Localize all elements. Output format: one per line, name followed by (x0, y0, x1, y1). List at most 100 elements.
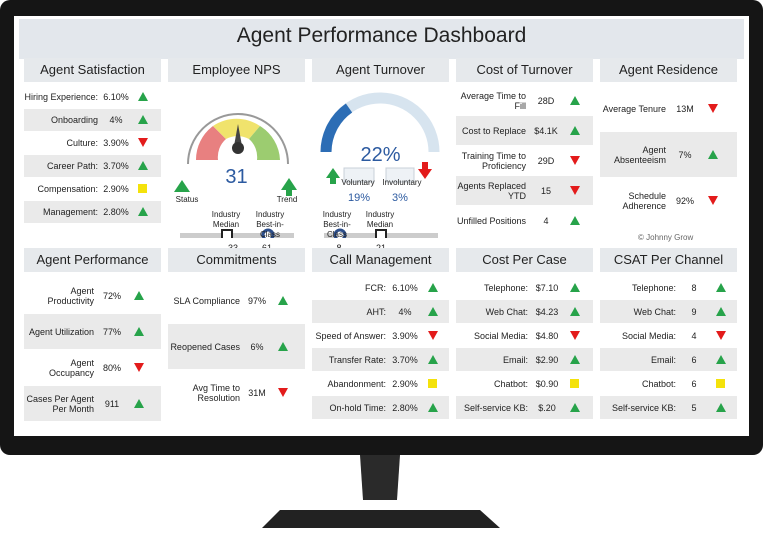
voluntary-arrow-stem (330, 178, 336, 184)
panel-title: Call Management (312, 248, 449, 272)
metric-row: Telephone: $7.10 (456, 276, 593, 299)
metric-label: Social Media: (621, 330, 676, 341)
metric-value: 4% (398, 306, 412, 317)
median-label: Industry Median (211, 210, 241, 229)
metric-value: 4 (543, 215, 549, 226)
metric-value: 2.80% (392, 402, 418, 413)
median-label: Industry Median (365, 210, 395, 229)
metric-label: Reopened Cases (170, 341, 240, 352)
trend-indicator (428, 306, 440, 317)
metric-row: FCR: 6.10% (312, 276, 449, 299)
trend-down-icon (428, 330, 438, 340)
best-label: Industry Best-in-Class (322, 210, 352, 239)
trend-indicator (278, 341, 290, 352)
gauge-fill (320, 103, 353, 153)
metric-row: Schedule Adherence 92% (600, 178, 737, 223)
metric-row: Agent Productivity 72% (24, 278, 161, 313)
trend-up-icon (138, 207, 148, 216)
metric-value: 6.10% (392, 282, 418, 293)
metric-value: 6.10% (103, 92, 129, 102)
metric-row: Cases Per Agent Per Month 911 (24, 386, 161, 421)
metric-value: 7% (678, 149, 692, 160)
dashboard-title: Agent Performance Dashboard (236, 24, 527, 47)
metric-row: Career Path: 3.70% (24, 155, 161, 177)
turnover-value: 22% (360, 144, 401, 166)
metric-value: $4.80 (535, 330, 559, 341)
nps-value: 31 (225, 166, 248, 188)
metric-label: Speed of Answer: (315, 330, 386, 341)
trend-up-icon (716, 282, 726, 292)
monitor-frame: Agent Performance Dashboard Agent Satisf… (0, 0, 763, 455)
best-label: Industry Best-in-Class (255, 210, 285, 239)
metric-label: Career Path: (46, 161, 98, 171)
panel-title: Agent Performance (24, 248, 161, 272)
trend-up-icon (570, 95, 580, 105)
metric-label: Agents Replaced YTD (457, 180, 526, 201)
voluntary-value: 19% (347, 192, 371, 204)
trend-up-icon (138, 115, 148, 124)
median-marker (221, 229, 233, 238)
metric-row: Chatbot: 6 (600, 372, 737, 395)
trend-indicator (570, 282, 582, 293)
metric-label: Culture: (66, 138, 98, 148)
trend-indicator (428, 378, 440, 389)
gauge-green-zone (249, 126, 280, 160)
status-label: Status (175, 195, 199, 204)
involuntary-label: Involuntary (382, 178, 422, 187)
panel-cost-of-turnover: Cost of Turnover Average Time to Fill 28D… (456, 58, 593, 238)
trend-up-icon (278, 295, 288, 305)
metric-label: Chatbot: (641, 378, 676, 389)
metric-row: Average Time to Fill 28D (456, 86, 593, 115)
trend-indicator (570, 215, 582, 226)
metric-label: Average Tenure (602, 103, 666, 114)
metric-value: 3.90% (392, 330, 418, 341)
metric-value: 4 (691, 330, 697, 341)
neutral-square-icon (716, 378, 725, 388)
metric-value: 77% (102, 326, 121, 337)
metric-label: Agent Productivity (47, 285, 94, 306)
metric-label: Hiring Experience: (24, 92, 98, 102)
metric-row: Telephone: 8 (600, 276, 737, 299)
voluntary-label: Voluntary (341, 178, 375, 187)
metric-value: $.20 (538, 402, 556, 413)
gauge-needle (234, 124, 242, 146)
trend-indicator (428, 354, 440, 365)
trend-indicator (716, 282, 728, 293)
metric-label: On-hold Time: (329, 402, 386, 413)
neutral-square-icon (570, 378, 579, 388)
metric-value: 6 (691, 354, 697, 365)
trend-up-icon (428, 282, 438, 292)
panel-agent-satisfaction: Agent Satisfaction Hiring Experience: 6.1… (24, 58, 161, 238)
trend-down-icon (708, 103, 718, 113)
panel-title: Commitments (168, 248, 305, 272)
trend-indicator (138, 138, 150, 148)
trend-down-icon (138, 138, 148, 147)
metric-label: FCR: (365, 282, 386, 293)
trend-indicator (138, 161, 150, 171)
metric-label: Onboarding (50, 115, 98, 125)
metric-label: Training Time to Proficiency (461, 150, 526, 171)
trend-indicator (570, 402, 582, 413)
trend-indicator (716, 378, 728, 389)
metric-label: SLA Compliance (173, 295, 240, 306)
metric-value: 911 (104, 398, 120, 409)
metric-value: $0.90 (535, 378, 559, 389)
trend-indicator (570, 155, 582, 166)
trend-down-icon (278, 387, 288, 397)
voluntary-up-icon (326, 168, 340, 178)
trend-indicator (134, 398, 146, 409)
metric-row: AHT: 4% (312, 300, 449, 323)
metric-row: Agents Replaced YTD 15 (456, 176, 593, 205)
metric-row: Abandonment: 2.90% (312, 372, 449, 395)
metric-value: $2.90 (535, 354, 559, 365)
trend-up-icon (138, 92, 148, 101)
metric-value: 29D (537, 155, 555, 166)
panel-cost-per-case: Cost Per Case Telephone: $7.10 Web Chat: $4… (456, 248, 593, 432)
trend-up-icon (570, 402, 580, 412)
best-marker (261, 228, 275, 238)
trend-indicator (570, 306, 582, 317)
metric-value: 2.90% (392, 378, 418, 389)
trend-up-icon (278, 341, 288, 351)
metric-label: Unfilled Positions (456, 215, 526, 226)
metric-label: Email: (502, 354, 528, 365)
